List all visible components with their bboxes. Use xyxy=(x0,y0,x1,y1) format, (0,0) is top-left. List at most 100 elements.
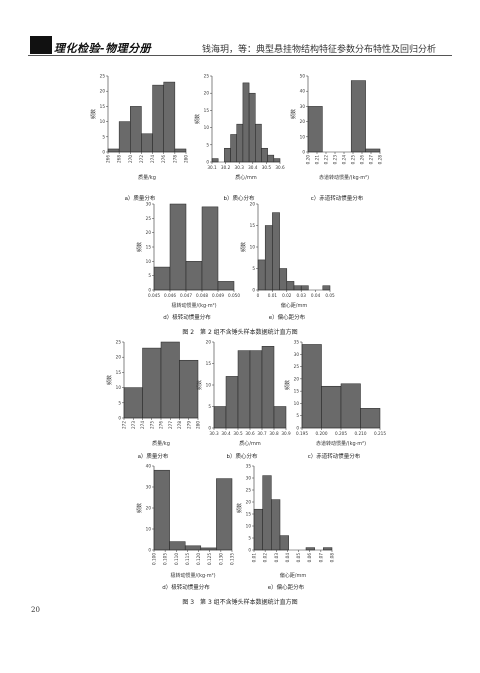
y-tick-label: 20 xyxy=(206,340,212,345)
x-tick-label: 30.7 xyxy=(257,431,267,436)
y-tick-label: 5 xyxy=(118,400,121,405)
running-title: 钱海玥，等：典型悬挂物结构特征参数分布特性及回归分析 xyxy=(201,45,436,55)
x-tick-label: 0.100 xyxy=(152,553,157,565)
page-number: 20 xyxy=(31,606,40,614)
bar xyxy=(169,203,187,291)
x-tick-label: 30.5 xyxy=(233,431,243,436)
bar xyxy=(249,350,263,429)
y-tick-label: 20 xyxy=(146,230,152,235)
chart-f3c: 0 5 10 15 20 25 30 35 0.195 0.200 0.205 0.210 0.215 赤… xyxy=(284,338,386,448)
journal-logo-icon xyxy=(30,36,52,54)
x-axis-label: 质心/mm xyxy=(239,440,261,447)
x-tick-label: 272 xyxy=(139,155,144,163)
bar xyxy=(163,81,176,153)
x-tick-label: 0.21 xyxy=(315,155,320,165)
bar xyxy=(323,547,333,551)
y-axis-label: 频数 xyxy=(194,114,201,124)
y-tick-label: 10 xyxy=(204,125,210,130)
x-axis-label: 质量/kg xyxy=(138,174,156,181)
bar xyxy=(365,148,381,153)
y-tick-label: 10 xyxy=(250,245,256,250)
bar xyxy=(293,285,302,291)
y-tick-label: 35 xyxy=(294,340,300,345)
y-tick-label: 30 xyxy=(300,104,306,109)
bar xyxy=(261,147,268,163)
bar xyxy=(130,106,142,153)
bar xyxy=(225,376,239,429)
bar xyxy=(184,545,202,551)
chart-f2b: 0 5 10 15 20 25 30.1 30.2 30.3 30.4 30.5 30.6 质心/mm 频… xyxy=(194,72,285,182)
bar xyxy=(201,206,219,291)
bar xyxy=(340,383,361,429)
y-tick-label: 30 xyxy=(146,485,152,490)
chart-f2d: 0 5 10 15 20 25 30 0.045 0.046 0.047 0.048 0.049 0.0… xyxy=(136,200,240,310)
x-tick-label: 30.2 xyxy=(221,165,231,170)
bar xyxy=(261,346,275,429)
caption-f3d: d）极转动惯量分布 xyxy=(162,585,210,591)
x-axis-label: 极转动惯量/(kg·m²) xyxy=(170,572,215,579)
y-tick-label: 25 xyxy=(294,364,300,369)
y-tick-label: 10 xyxy=(100,119,106,124)
x-tick-label: 276 xyxy=(161,155,166,163)
y-tick-label: 25 xyxy=(146,216,152,221)
caption-f2d: d）极转动惯量分布 xyxy=(163,315,211,321)
y-tick-label: 40 xyxy=(146,464,152,469)
bar xyxy=(279,535,289,551)
y-tick-label: 25 xyxy=(246,488,252,493)
x-tick-label: 0 xyxy=(257,293,260,298)
bar xyxy=(272,212,280,291)
x-tick-label: 0.195 xyxy=(296,431,308,436)
x-axis-label: 质心/mm xyxy=(235,174,257,181)
y-axis-label: 频数 xyxy=(290,109,297,119)
bar xyxy=(123,387,143,419)
x-tick-label: 0.20 xyxy=(306,155,311,165)
x-tick-label: 0.125 xyxy=(207,553,212,565)
x-tick-label: 30.5 xyxy=(262,165,272,170)
x-tick-label: 278 xyxy=(177,421,182,429)
x-tick-label: 30.1 xyxy=(207,165,217,170)
x-tick-label: 30.3 xyxy=(209,431,219,436)
y-tick-label: 20 xyxy=(204,91,210,96)
y-tick-label: 15 xyxy=(294,389,300,394)
bar xyxy=(273,158,281,163)
bar xyxy=(230,134,237,163)
bar xyxy=(142,347,162,419)
bar xyxy=(169,541,186,551)
y-tick-label: 10 xyxy=(146,259,152,264)
x-tick-label: 0.135 xyxy=(230,553,235,565)
figure2-caption: 图 2 第 2 组不含锤头样本数据统计直方图 xyxy=(182,329,298,336)
x-tick-label: 274 xyxy=(140,421,145,429)
bar xyxy=(322,285,331,291)
bar xyxy=(307,106,323,153)
chart-f2a: 0 5 10 15 20 25 266 268 270 272 274 276 278 280 质量/kg 频… xyxy=(90,72,190,182)
y-axis-label: 频数 xyxy=(236,503,243,513)
y-tick-label: 0 xyxy=(118,416,121,421)
x-tick-label: 279 xyxy=(186,421,191,429)
y-tick-label: 15 xyxy=(206,361,212,366)
x-tick-label: 0.01 xyxy=(268,293,278,298)
bar xyxy=(262,475,272,551)
y-tick-label: 0 xyxy=(302,150,305,155)
x-tick-label: 30.6 xyxy=(275,165,285,170)
y-tick-label: 10 xyxy=(294,401,300,406)
journal-logo-text: 理化检验-物理分册 xyxy=(54,42,152,55)
y-tick-label: 40 xyxy=(300,89,306,94)
y-tick-label: 5 xyxy=(208,404,211,409)
x-axis-label: 质量/kg xyxy=(152,440,170,447)
caption-f3a: a）质量分布 xyxy=(137,454,169,460)
x-tick-label: 0.26 xyxy=(360,155,365,165)
x-tick-label: 0.22 xyxy=(324,155,329,165)
x-tick-label: 30.9 xyxy=(281,431,291,436)
y-tick-label: 30 xyxy=(294,352,300,357)
y-tick-label: 30 xyxy=(246,476,252,481)
bar xyxy=(153,469,170,551)
x-tick-label: 0.050 xyxy=(228,293,240,298)
bar xyxy=(321,385,342,429)
x-tick-label: 0.048 xyxy=(196,293,208,298)
bar xyxy=(118,121,131,153)
y-axis-label: 频数 xyxy=(136,503,143,513)
bar xyxy=(264,225,273,291)
chart-f3e: 0 5 10 15 20 25 30 35 0.01 0.02 0.03 0.04 0.05 0.06 0.… xyxy=(236,462,336,580)
x-tick-label: 0.02 xyxy=(263,553,268,563)
y-axis-label: 频数 xyxy=(284,380,291,390)
